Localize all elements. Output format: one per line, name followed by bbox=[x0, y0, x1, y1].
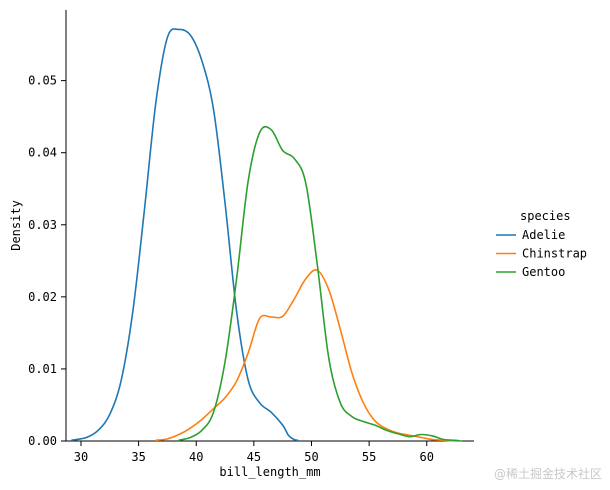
legend-label-adelie: Adelie bbox=[522, 228, 565, 242]
y-tick-label: 0.00 bbox=[28, 434, 57, 448]
legend-label-chinstrap: Chinstrap bbox=[522, 247, 587, 261]
x-tick-label: 45 bbox=[247, 450, 261, 464]
x-ticks: 30 35 40 45 50 55 60 bbox=[74, 441, 434, 464]
watermark: @稀土掘金技术社区 bbox=[493, 467, 602, 481]
y-tick-label: 0.03 bbox=[28, 218, 57, 232]
x-tick-label: 50 bbox=[304, 450, 318, 464]
series-line-adelie bbox=[70, 28, 299, 442]
series-lines bbox=[70, 28, 463, 442]
series-line-chinstrap bbox=[155, 269, 457, 442]
legend: species Adelie Chinstrap Gentoo bbox=[496, 209, 587, 279]
x-tick-label: 60 bbox=[420, 450, 434, 464]
x-tick-label: 40 bbox=[189, 450, 203, 464]
y-tick-label: 0.04 bbox=[28, 146, 57, 160]
y-tick-label: 0.01 bbox=[28, 362, 57, 376]
x-tick-label: 55 bbox=[362, 450, 376, 464]
y-tick-label: 0.05 bbox=[28, 74, 57, 88]
y-ticks: 0.00 0.01 0.02 0.03 0.04 0.05 bbox=[28, 74, 66, 448]
series-line-gentoo bbox=[178, 125, 463, 442]
x-tick-label: 35 bbox=[131, 450, 145, 464]
axes bbox=[65, 10, 474, 442]
y-tick-label: 0.02 bbox=[28, 290, 57, 304]
legend-title: species bbox=[520, 209, 571, 223]
x-tick-label: 30 bbox=[74, 450, 88, 464]
legend-label-gentoo: Gentoo bbox=[522, 265, 565, 279]
y-axis-label: Density bbox=[9, 200, 23, 251]
x-axis-label: bill_length_mm bbox=[219, 465, 320, 479]
